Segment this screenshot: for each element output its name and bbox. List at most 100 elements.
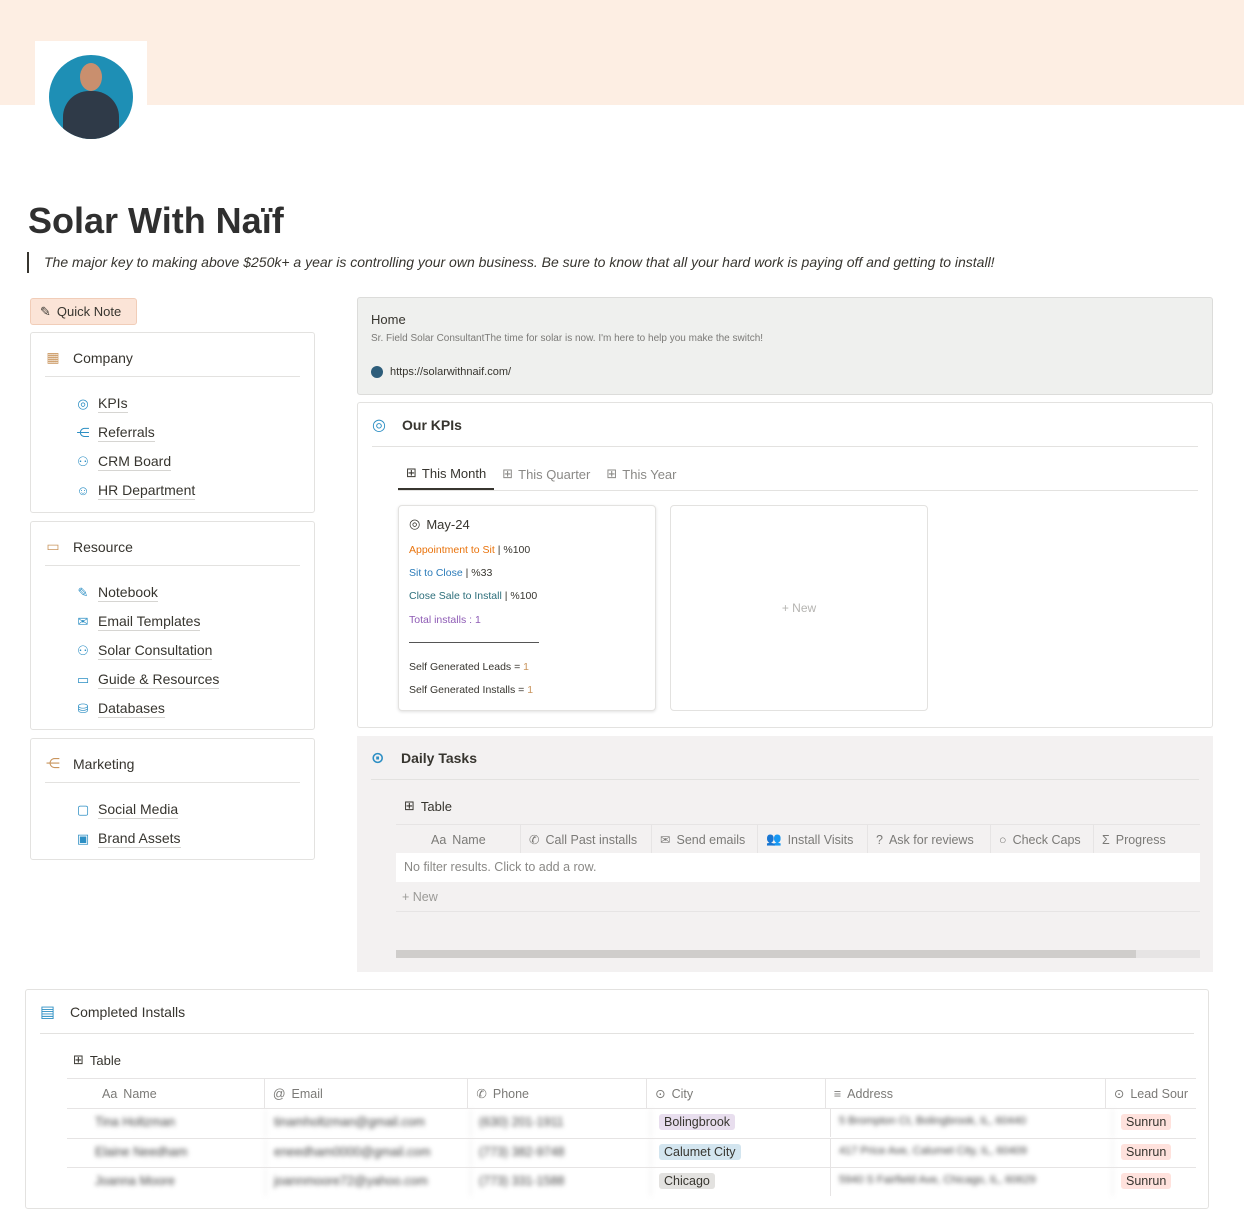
col-phone[interactable]: ✆ Phone <box>468 1079 648 1108</box>
col-check-caps[interactable]: ○ Check Caps <box>991 825 1094 854</box>
cell-name[interactable]: Tina Holtzman <box>67 1109 266 1137</box>
cell-city[interactable]: Calumet City <box>651 1138 831 1167</box>
col-install-visits[interactable]: 👥 Install Visits <box>758 825 868 854</box>
select-icon: ⊙ <box>655 1087 666 1101</box>
people-icon: 👥 <box>766 832 782 846</box>
user-square-icon: ☺ <box>76 483 90 498</box>
cell-lead-source[interactable]: Sunrun <box>1113 1168 1179 1196</box>
users-icon: ⚇ <box>77 642 89 658</box>
quote: The major key to making above $250k+ a y… <box>27 252 995 273</box>
tab-this-year[interactable]: ⊞ This Year <box>606 466 677 482</box>
folder-icon: ▭ <box>76 671 90 687</box>
view-table[interactable]: ⊞ Table <box>73 1052 121 1068</box>
kpi-card-may-24[interactable]: ◎ May-24 Appointment to Sit | %100 Sit to… <box>398 505 656 711</box>
horizontal-scrollbar[interactable] <box>396 950 1200 958</box>
col-email[interactable]: @ Email <box>265 1079 469 1108</box>
cell-phone[interactable]: (773) 382-9748 <box>471 1138 651 1167</box>
col-lead-source[interactable]: ⊙ Lead Sour <box>1113 1086 1189 1102</box>
link-databases[interactable]: ⛁ Databases <box>75 694 314 723</box>
new-card-button[interactable]: + New <box>670 505 928 711</box>
gauge-icon: ◎ <box>77 395 89 411</box>
avatar <box>49 55 133 139</box>
link-guide-resources[interactable]: ▭ Guide & Resources <box>76 671 220 689</box>
city-tag: Calumet City <box>659 1143 741 1160</box>
cell-lead-source[interactable]: Sunrun <box>1113 1109 1179 1137</box>
text-icon: Aa <box>431 832 447 847</box>
bookmark-home[interactable]: Home Sr. Field Solar ConsultantThe time … <box>357 297 1213 395</box>
col-city[interactable]: ⊙ City <box>647 1079 826 1108</box>
add-row-button[interactable]: + New <box>396 882 1200 912</box>
link-notebook[interactable]: ✎ Notebook <box>75 578 314 607</box>
block-title: Completed Installs <box>70 1003 186 1020</box>
phone-icon: ✆ <box>476 1087 487 1101</box>
col-progress[interactable]: Σ Progress <box>1102 832 1166 847</box>
table-icon: ⊞ <box>404 798 415 813</box>
col-name[interactable]: Aa Name <box>67 1079 265 1108</box>
table-row[interactable]: Elaine Needham eneedham0000@gmail.com (7… <box>67 1137 1196 1167</box>
cell-email[interactable]: joannmoore72@yahoo.com <box>266 1168 471 1196</box>
block-title: Daily Tasks <box>401 749 478 766</box>
block-title: Our KPIs <box>402 416 462 433</box>
gallery-icon: ⊞ <box>502 466 514 481</box>
phone-icon: ✆ <box>529 833 540 847</box>
link-solar-consultation[interactable]: ⚇ Solar Consultation <box>75 636 314 665</box>
user-plus-icon: ⚇ <box>77 453 89 469</box>
quick-note-button[interactable]: ✎ Quick Note <box>30 298 137 325</box>
cell-lead-source[interactable]: Sunrun <box>1113 1139 1179 1167</box>
completed-installs-block: ▤ Completed Installs ⊞ Table Aa Name @ Email… <box>25 989 1209 1209</box>
target-icon: ◎ <box>372 416 386 434</box>
cell-phone[interactable]: (773) 331-1588 <box>471 1168 651 1196</box>
cell-email[interactable]: tinamholtzman@gmail.com <box>266 1109 471 1137</box>
link-email-templates[interactable]: ✉ Email Templates <box>75 607 314 636</box>
pencil-icon: ✎ <box>40 303 51 319</box>
share-icon: ⋲ <box>76 424 90 440</box>
col-name[interactable]: Aa Name <box>396 825 521 854</box>
table-row[interactable]: Tina Holtzman tinamholtzman@gmail.com (6… <box>67 1108 1196 1137</box>
sigma-icon: Σ <box>1102 832 1110 847</box>
cell-address[interactable]: 5 Brompton Ct, Bolingbrook, IL, 60440 <box>831 1109 1113 1137</box>
col-call-past-installs[interactable]: ✆ Call Past installs <box>521 825 652 854</box>
cell-email[interactable]: eneedham0000@gmail.com <box>266 1138 471 1167</box>
table-header: Aa Name @ Email ✆ Phone ⊙ City ≡ Address ⊙ Lea… <box>67 1078 1196 1108</box>
table-icon: ⊞ <box>73 1052 84 1067</box>
folder-icon: ▭ <box>46 538 60 554</box>
link-crm-board[interactable]: ⚇ CRM Board <box>75 447 314 476</box>
select-icon: ⊙ <box>1113 1087 1125 1101</box>
link-social-media[interactable]: ▢ Social Media <box>76 801 179 819</box>
bookmark-title: Home <box>371 312 406 327</box>
cell-city[interactable]: Bolingbrook <box>651 1109 831 1137</box>
target-icon: ◎ <box>409 516 421 531</box>
cell-phone[interactable]: (630) 201-1911 <box>471 1109 651 1137</box>
section-title: Resource <box>73 538 133 555</box>
mail-icon: ✉ <box>77 613 89 629</box>
cell-address[interactable]: 417 Price Ave, Calumet City, IL, 60409 <box>831 1138 1113 1167</box>
daily-tasks-block: ⊙ Daily Tasks ⊞ Table Aa Name ✆ Call Past in… <box>357 736 1213 972</box>
page-icon[interactable] <box>35 41 147 153</box>
cell-city[interactable]: Chicago <box>651 1168 831 1196</box>
link-referrals[interactable]: ⋲ Referrals <box>76 424 155 442</box>
table-row[interactable]: Joanna Moore joannmoore72@yahoo.com (773… <box>67 1167 1196 1196</box>
link-brand-assets[interactable]: ▣ Brand Assets <box>76 830 181 848</box>
tab-this-quarter[interactable]: ⊞ This Quarter <box>502 466 591 482</box>
bookmark-url[interactable]: https://solarwithnaif.com/ <box>390 366 512 378</box>
link-hr-department[interactable]: ☺ HR Department <box>76 482 196 500</box>
source-tag: Sunrun <box>1121 1143 1172 1160</box>
cell-name[interactable]: Elaine Needham <box>67 1138 266 1167</box>
col-address[interactable]: ≡ Address <box>826 1079 1106 1108</box>
divider <box>409 642 539 643</box>
empty-row[interactable]: No filter results. Click to add a row. <box>396 853 1200 882</box>
share-icon: ⋲ <box>46 755 60 771</box>
link-kpis[interactable]: ◎ KPIs <box>75 389 314 418</box>
question-icon: ? <box>876 832 883 847</box>
cell-name[interactable]: Joanna Moore <box>67 1168 266 1196</box>
col-ask-for-reviews[interactable]: ? Ask for reviews <box>868 825 991 854</box>
col-send-emails[interactable]: ✉ Send emails <box>652 825 758 854</box>
section-title: Marketing <box>73 755 135 772</box>
clipboard-icon: ▤ <box>40 1003 56 1021</box>
database-icon: ⛁ <box>77 700 89 716</box>
mail-icon: ✉ <box>660 833 671 847</box>
view-table[interactable]: ⊞ Table <box>404 798 452 814</box>
cover-banner <box>0 0 1244 105</box>
tab-this-month[interactable]: ⊞ This Month <box>398 458 495 490</box>
cell-address[interactable]: 5940 S Fairfield Ave, Chicago, IL, 60629 <box>831 1168 1113 1196</box>
